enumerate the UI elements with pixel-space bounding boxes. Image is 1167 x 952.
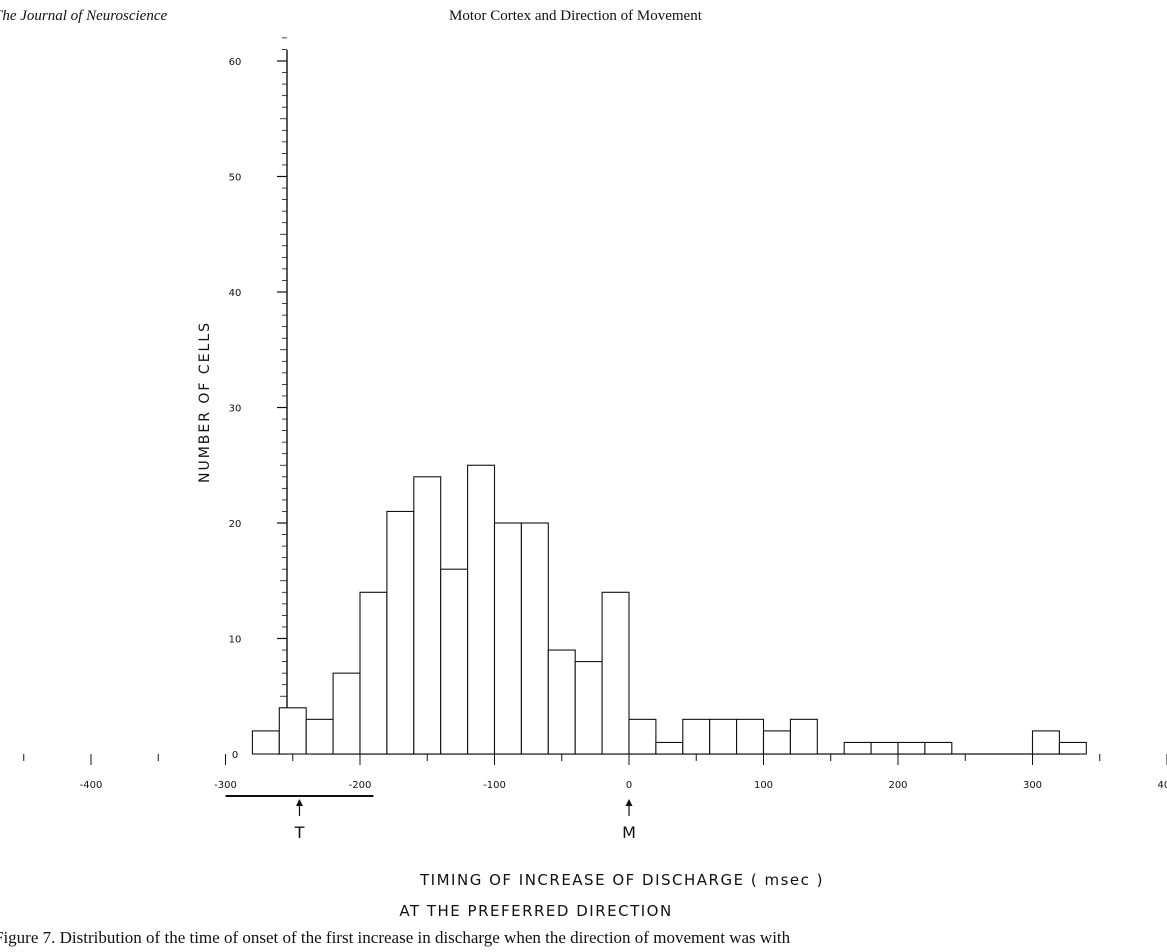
histogram-bar — [1031, 730, 1060, 755]
histogram-bar — [655, 741, 684, 755]
marker-label: M — [622, 823, 636, 842]
x-tick-label: -100 — [483, 780, 506, 791]
marker-arrow-head — [625, 799, 633, 806]
histogram-bar — [467, 464, 496, 755]
histogram-bar — [709, 718, 738, 755]
histogram-bar — [736, 718, 765, 755]
histogram-bar — [520, 522, 549, 755]
histogram-bar — [870, 741, 899, 755]
figure-caption: Figure 7. Distribution of the time of on… — [0, 928, 791, 947]
x-tick-label: 400 — [1157, 780, 1167, 791]
y-axis-label: NUMBER OF CELLS — [197, 321, 213, 483]
histogram-bar — [305, 718, 334, 755]
running-title: Motor Cortex and Direction of Movement — [449, 8, 702, 24]
histogram-bar — [628, 718, 657, 755]
journal-name: The Journal of Neuroscience — [0, 8, 168, 24]
marker-label: T — [294, 823, 305, 842]
histogram-bar — [251, 730, 280, 755]
histogram-bar — [843, 741, 872, 755]
x-tick-label: 0 — [626, 780, 632, 791]
histogram-bar — [574, 661, 603, 755]
y-tick-label: 20 — [229, 519, 242, 530]
histogram-bar — [547, 649, 576, 755]
y-tick-label: 30 — [229, 404, 242, 415]
x-tick-label: 100 — [754, 780, 773, 791]
histogram-bar — [682, 718, 711, 755]
x-tick-label: -200 — [349, 780, 372, 791]
y-tick-label: 60 — [229, 57, 242, 68]
histogram-bar — [440, 568, 469, 755]
histogram-bar — [493, 522, 522, 755]
x-tick-label: -400 — [80, 780, 103, 791]
histogram-bar — [789, 718, 818, 755]
histogram-bar — [413, 476, 442, 755]
histogram-bar — [386, 510, 415, 755]
histogram-bar — [924, 741, 953, 755]
x-tick-label: 200 — [888, 780, 907, 791]
histogram-bar — [1058, 741, 1087, 755]
y-tick-label: 50 — [229, 173, 242, 184]
histogram-bar — [332, 672, 361, 755]
x-axis-label: TIMING OF INCREASE OF DISCHARGE ( msec ) — [419, 871, 824, 889]
x-axis-label-line2: AT THE PREFERRED DIRECTION — [399, 902, 672, 920]
histogram-bar — [897, 741, 926, 755]
histogram-bar — [359, 591, 388, 755]
y-tick-label: 10 — [229, 635, 242, 646]
histogram-bar — [278, 707, 307, 755]
y-tick-label: 40 — [229, 288, 242, 299]
y-tick-label: 0 — [232, 750, 238, 761]
marker-arrow-head — [295, 799, 303, 806]
histogram-bar — [762, 730, 791, 755]
x-tick-label: -300 — [214, 780, 237, 791]
x-tick-label: 300 — [1023, 780, 1042, 791]
histogram-bar — [601, 591, 630, 755]
